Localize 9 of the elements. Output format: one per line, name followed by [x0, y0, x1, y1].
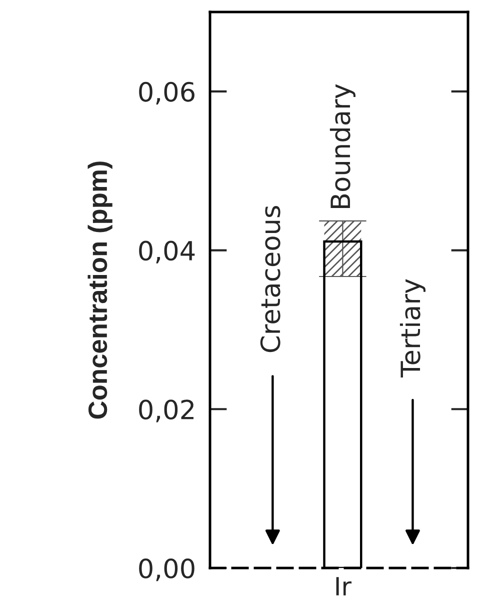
y-tick-label: 0,00 [139, 558, 194, 582]
y-tick-label: 0,06 [139, 82, 194, 105]
x-tick-label: Ir [336, 577, 352, 596]
annotation: Cretaceous [260, 206, 280, 352]
annotation: Tertiary [400, 279, 426, 378]
annotation: Boundary [330, 84, 356, 208]
y-tick-label: 0,04 [139, 240, 195, 264]
y-axis-title: Concentration (ppm) [88, 162, 112, 419]
y-tick-label: 0,02 [139, 400, 194, 422]
